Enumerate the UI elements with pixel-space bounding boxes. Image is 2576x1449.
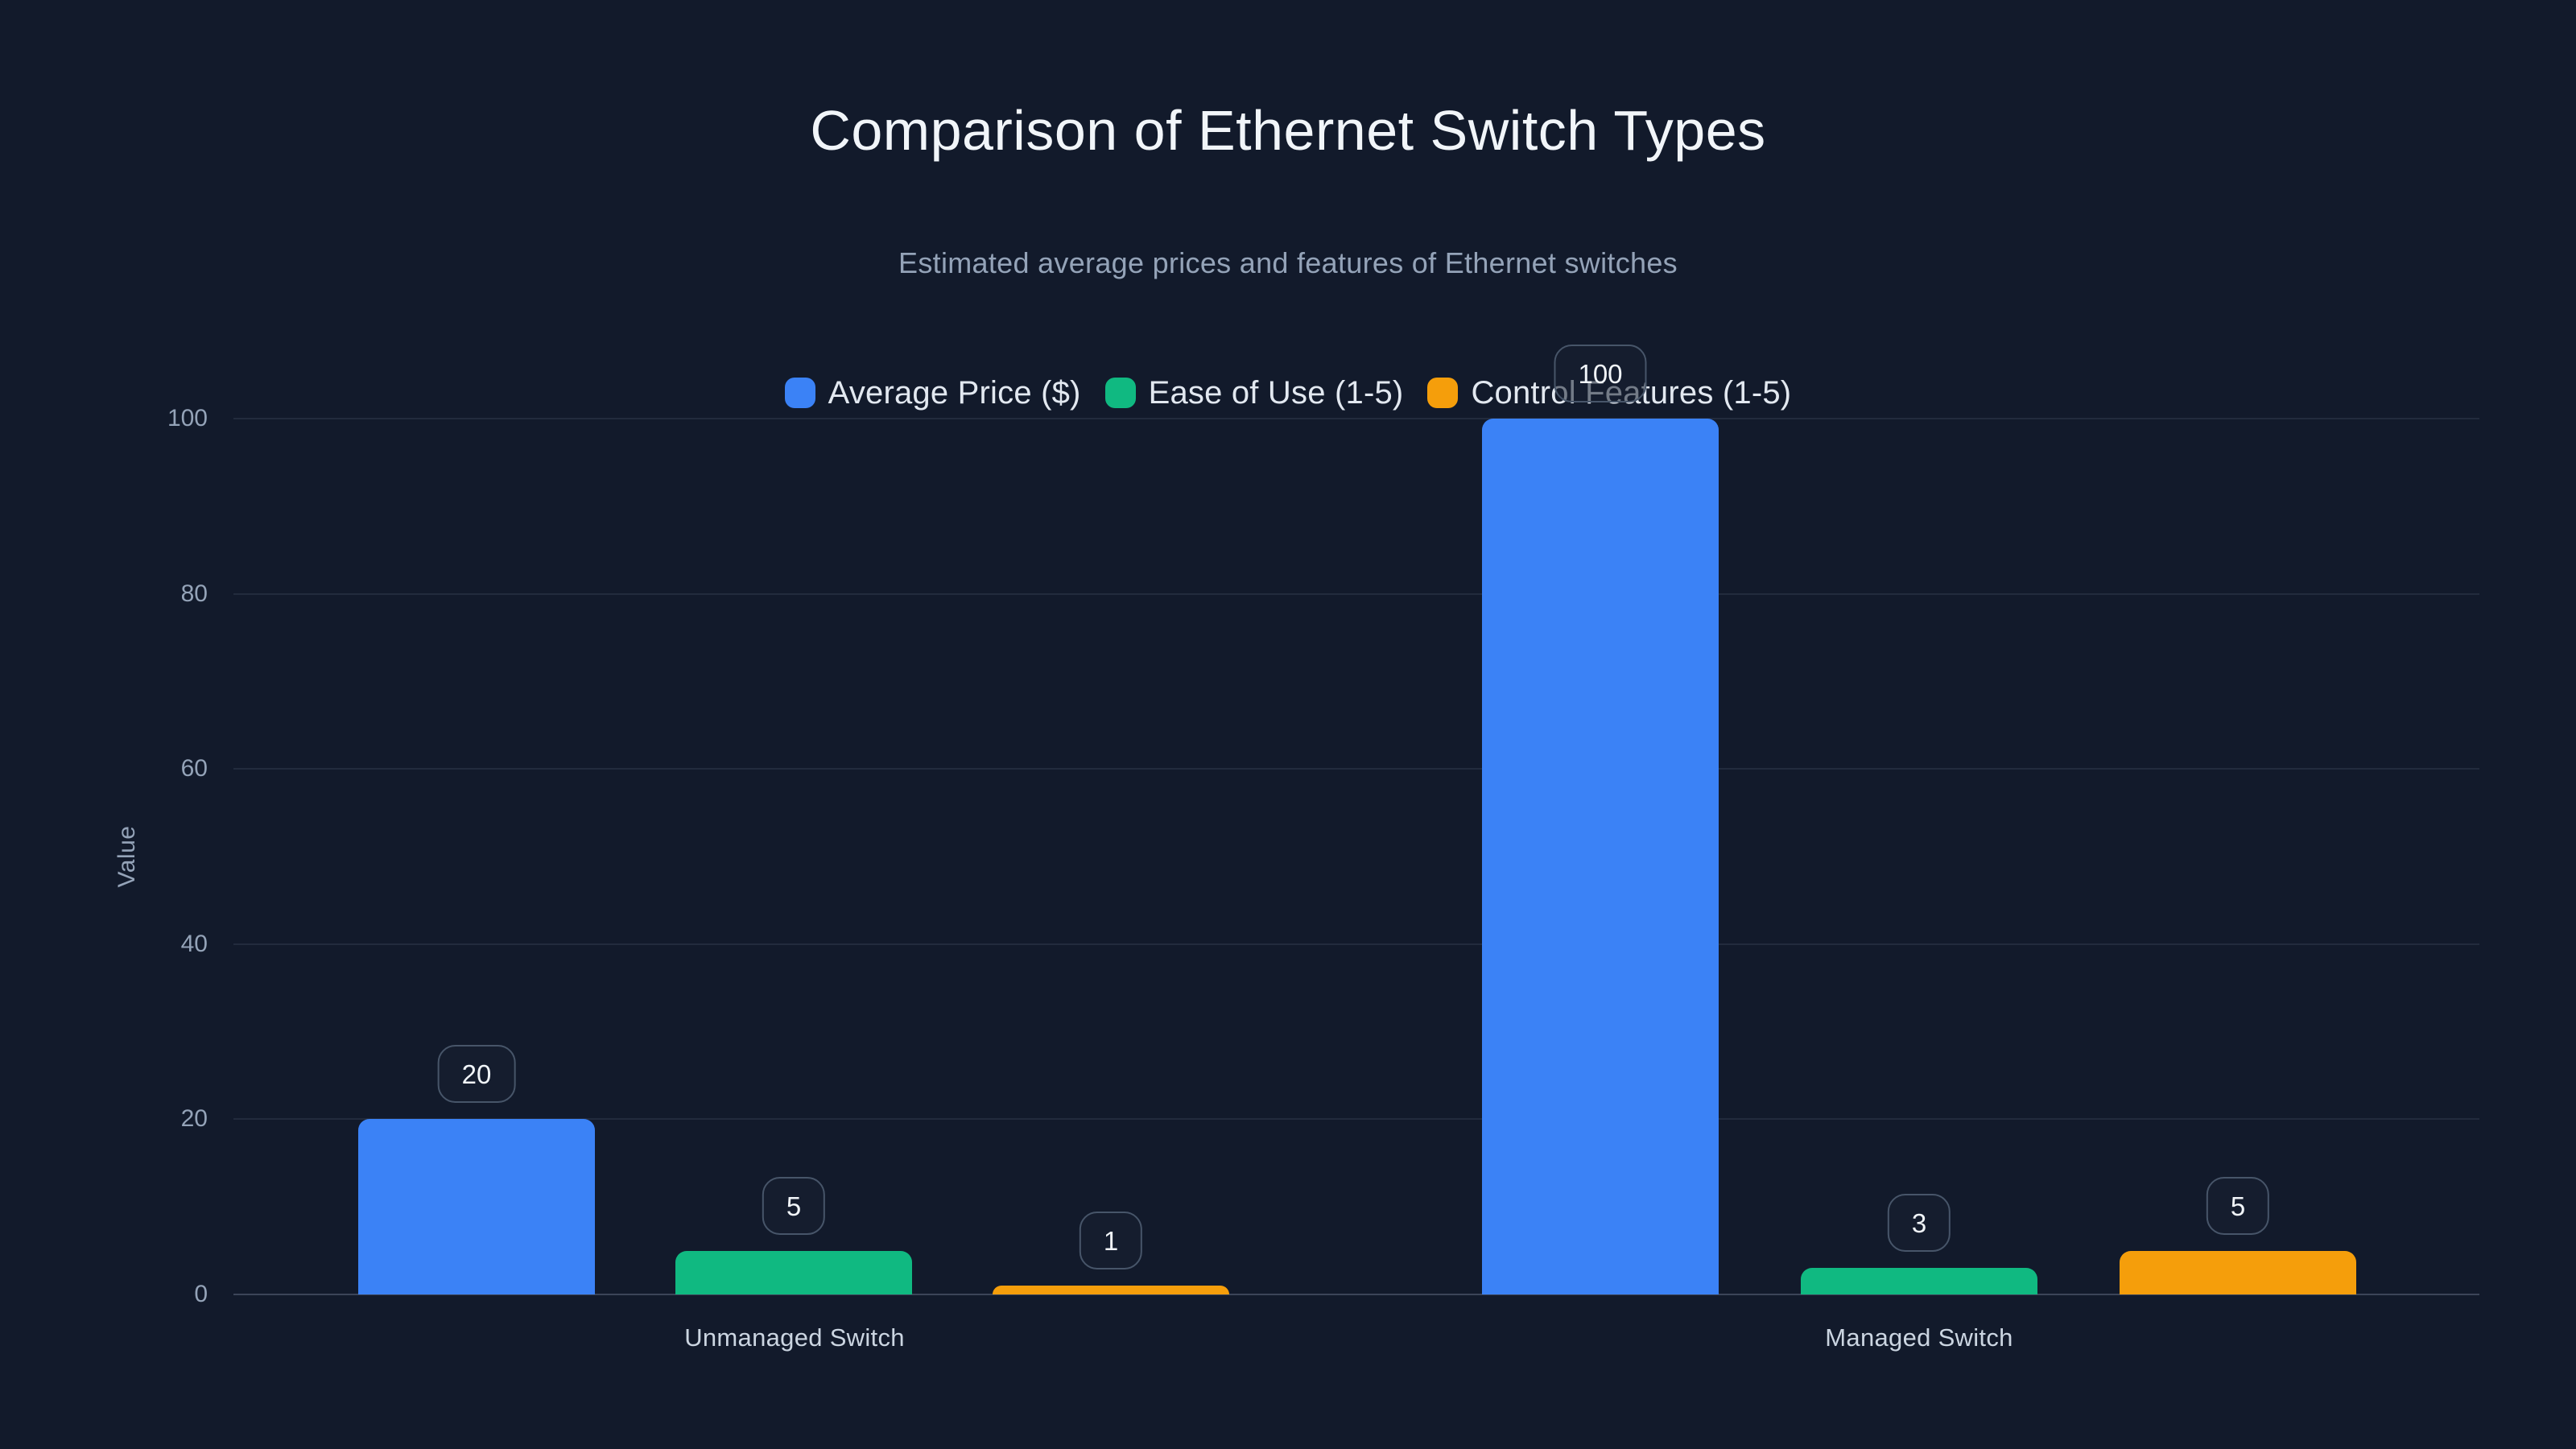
gridline xyxy=(233,1118,2479,1121)
y-axis-label: Value xyxy=(114,825,140,888)
gridline xyxy=(233,418,2479,419)
legend-item[interactable]: Average Price ($) xyxy=(784,374,1081,411)
bar-managed-switch-series-2[interactable] xyxy=(1801,1268,2037,1294)
bar-unmanaged-switch-series-2[interactable] xyxy=(675,1250,912,1294)
value-badge: 100 xyxy=(1554,345,1647,402)
plot-area xyxy=(233,418,2479,1295)
gridline xyxy=(233,768,2479,770)
bar-managed-switch-series-3[interactable] xyxy=(2120,1250,2356,1294)
gridline xyxy=(233,592,2479,595)
bar-managed-switch-series-1[interactable] xyxy=(1482,419,1719,1294)
gridline xyxy=(233,943,2479,945)
value-badge: 5 xyxy=(762,1176,826,1235)
legend-swatch-icon xyxy=(784,378,815,408)
y-tick-label: 0 xyxy=(194,1281,208,1307)
legend-swatch-icon xyxy=(1427,378,1459,408)
value-badge: 3 xyxy=(1887,1194,1951,1253)
legend: Average Price ($) Ease of Use (1-5) Contro… xyxy=(0,370,2576,415)
legend-item[interactable]: Ease of Use (1-5) xyxy=(1104,374,1404,411)
x-axis-line xyxy=(233,1294,2479,1295)
value-badge: 1 xyxy=(1079,1212,1143,1270)
value-badge: 20 xyxy=(437,1045,516,1104)
legend-item-label: Ease of Use (1-5) xyxy=(1148,374,1404,411)
y-tick-label: 100 xyxy=(167,405,208,431)
x-category-label: Unmanaged Switch xyxy=(684,1323,905,1352)
chart-title: Comparison of Ethernet Switch Types xyxy=(810,99,1766,162)
y-tick-label: 20 xyxy=(180,1105,208,1133)
bar-unmanaged-switch-series-1[interactable] xyxy=(358,1119,595,1294)
y-tick-label: 80 xyxy=(180,580,208,607)
y-tick-label: 60 xyxy=(180,755,208,782)
bar-unmanaged-switch-series-3[interactable] xyxy=(993,1286,1229,1294)
value-badge: 5 xyxy=(2206,1176,2270,1235)
legend-swatch-icon xyxy=(1104,378,1136,408)
x-category-label: Managed Switch xyxy=(1825,1323,2013,1352)
legend-item-label: Average Price ($) xyxy=(828,374,1081,411)
chart-subtitle: Estimated average prices and features of… xyxy=(898,246,1678,279)
y-tick-label: 40 xyxy=(180,930,208,957)
